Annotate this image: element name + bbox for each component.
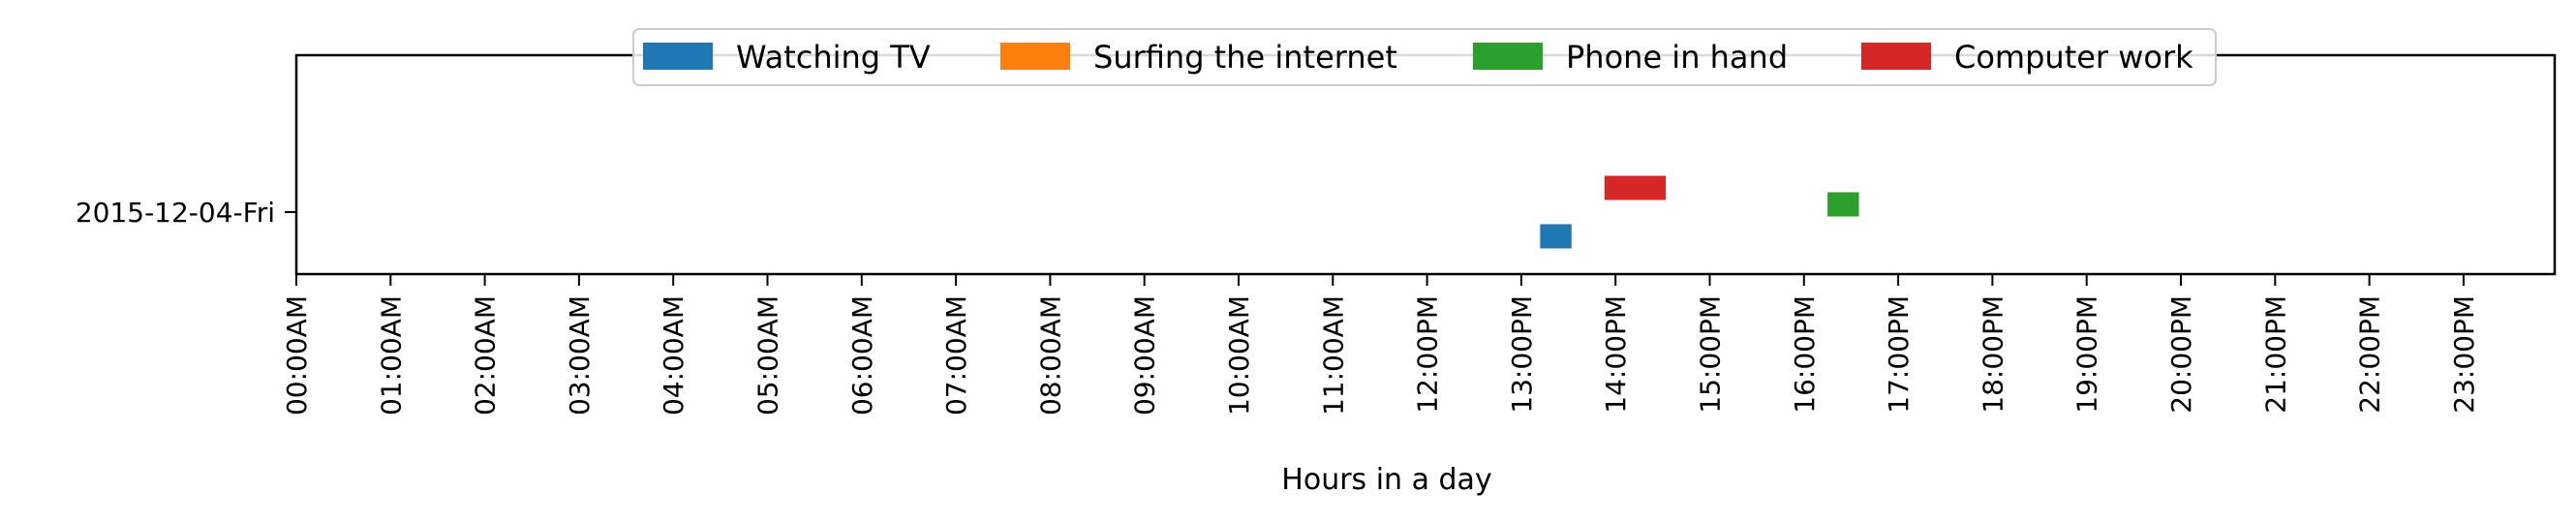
legend-swatch bbox=[1473, 43, 1543, 70]
x-tick-label: 21:00PM bbox=[2259, 295, 2291, 414]
x-tick-label: 14:00PM bbox=[1600, 295, 1632, 414]
x-tick-label: 11:00AM bbox=[1317, 295, 1349, 415]
x-tick-label: 22:00PM bbox=[2354, 295, 2386, 414]
x-tick-label: 19:00PM bbox=[2071, 295, 2103, 414]
x-tick-label: 17:00PM bbox=[1883, 295, 1915, 414]
legend-label: Watching TV bbox=[736, 39, 931, 76]
x-tick-label: 13:00PM bbox=[1506, 295, 1538, 414]
x-tick-label: 10:00AM bbox=[1223, 295, 1255, 415]
x-tick-label: 08:00AM bbox=[1034, 295, 1066, 415]
x-tick-label: 16:00PM bbox=[1789, 295, 1821, 414]
x-tick-label: 07:00AM bbox=[940, 295, 972, 415]
x-tick-label: 01:00AM bbox=[375, 295, 407, 415]
y-tick-label: 2015-12-04-Fri bbox=[76, 197, 275, 229]
activity-bar bbox=[1604, 175, 1667, 200]
x-tick-label: 04:00AM bbox=[658, 295, 690, 415]
plot-frame bbox=[294, 53, 2557, 276]
x-tick-label: 20:00PM bbox=[2165, 295, 2197, 414]
x-tick-label: 23:00PM bbox=[2448, 295, 2480, 414]
x-tick-label: 02:00AM bbox=[470, 295, 502, 415]
legend-label: Computer work bbox=[1954, 39, 2193, 76]
x-axis-label: Hours in a day bbox=[1281, 463, 1491, 497]
activity-bar bbox=[1827, 192, 1859, 217]
x-tick-label: 09:00AM bbox=[1129, 295, 1161, 415]
x-tick-label: 03:00AM bbox=[564, 295, 596, 415]
legend-label: Phone in hand bbox=[1566, 39, 1788, 76]
x-tick-label: 00:00AM bbox=[281, 295, 313, 415]
legend-swatch bbox=[643, 43, 713, 70]
legend-swatch bbox=[1861, 43, 1931, 70]
x-tick-label: 12:00PM bbox=[1412, 295, 1444, 414]
activity-bar bbox=[1540, 224, 1572, 249]
legend-swatch bbox=[1000, 43, 1070, 70]
x-tick-label: 15:00PM bbox=[1695, 295, 1727, 414]
x-tick-label: 05:00AM bbox=[752, 295, 784, 415]
legend-label: Surfing the internet bbox=[1093, 39, 1397, 76]
x-tick-label: 18:00PM bbox=[1977, 295, 2009, 414]
x-tick-label: 06:00AM bbox=[846, 295, 878, 415]
